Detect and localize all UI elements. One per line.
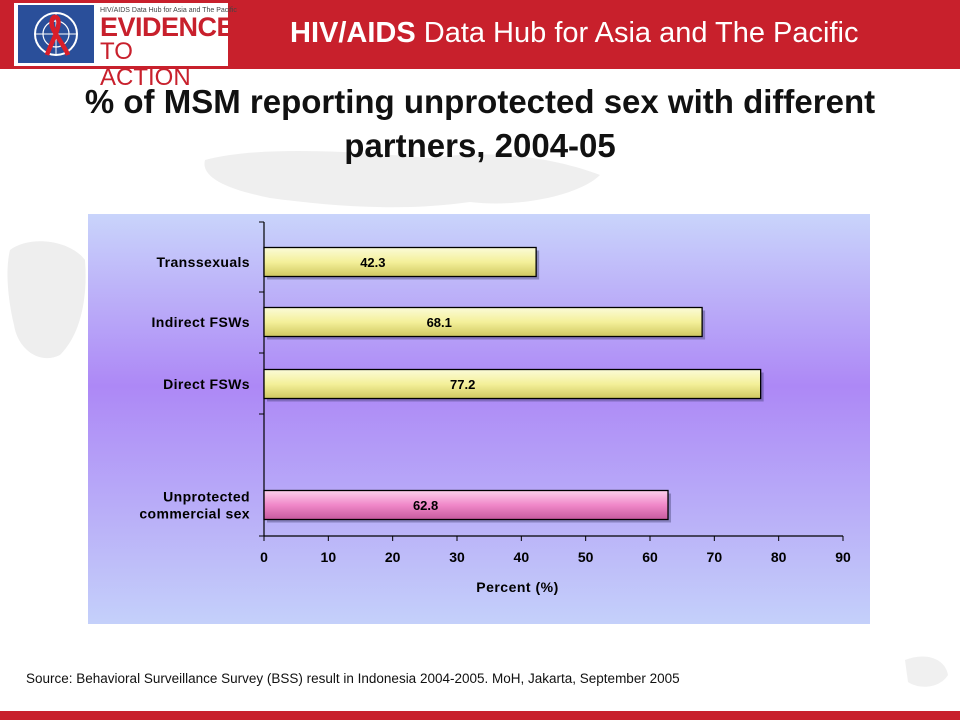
x-tick-label-90: 90 [835,549,851,565]
hub-title-bold: HIV/AIDS [290,17,416,49]
bar-unprotected-commercial-sex [263,489,669,521]
bar-direct-fsws [263,368,762,400]
category-label-direct-fsws: Direct FSWs [163,376,250,392]
x-tick-label-60: 60 [642,549,658,565]
x-tick-label-30: 30 [449,549,465,565]
chart-container: 0 10 20 30 40 50 60 70 80 90 Percent (%) 42.3 Transs… [88,214,870,624]
hub-title: HIV/AIDS Data Hub for Asia and The Pacif… [290,17,858,50]
category-label-line: commercial sex [139,506,250,522]
category-label-transsexuals: Transsexuals [156,254,250,270]
bar-chart: 0 10 20 30 40 50 60 70 80 90 Percent (%) 42.3 Transs… [88,214,870,624]
x-tick-label-0: 0 [260,549,268,565]
slide-title: % of MSM reporting unprotected sex with … [84,83,876,164]
x-tick-label-10: 10 [321,549,337,565]
evidence-to-action-logo[interactable]: HIV/AIDS Data Hub for Asia and The Pacif… [14,3,237,91]
value-label-indirect-fsws: 68.1 [427,315,452,330]
hub-title-rest: Data Hub for Asia and The Pacific [415,17,859,49]
category-label-indirect-fsws: Indirect FSWs [151,314,250,330]
background-map-watermark [7,151,948,687]
bar-indirect-fsws [263,306,703,338]
x-tick-label-20: 20 [385,549,401,565]
logo-evidence-text: EVIDENCE [100,12,235,42]
category-label-line: Transsexuals [156,254,250,270]
x-tick-label-40: 40 [514,549,530,565]
x-tick-label-80: 80 [771,549,787,565]
category-label-unprotected-commercial-sex: Unprotected commercial sex [139,489,250,522]
x-tick-label-50: 50 [578,549,594,565]
header-bar: HIV/AIDS Data Hub for Asia and The Pacif… [0,0,960,91]
value-label-transsexuals: 42.3 [360,255,385,270]
value-label-direct-fsws: 77.2 [450,377,475,392]
x-tick-label-70: 70 [707,549,723,565]
category-label-line: Unprotected [163,489,250,505]
bar-transsexuals [263,246,537,278]
logo-subtitle: HIV/AIDS Data Hub for Asia and The Pacif… [100,7,237,14]
category-label-line: Indirect FSWs [151,314,250,330]
category-label-line: Direct FSWs [163,376,250,392]
un-emblem-icon [18,5,94,63]
footer-bar [0,711,960,720]
logo-to-action-text: TO ACTION [100,38,191,91]
source-note: Source: Behavioral Surveillance Survey (… [26,671,680,686]
chart-background [88,214,870,624]
x-axis-title: Percent (%) [476,579,559,595]
value-label-unprotected-commercial-sex: 62.8 [413,498,438,513]
